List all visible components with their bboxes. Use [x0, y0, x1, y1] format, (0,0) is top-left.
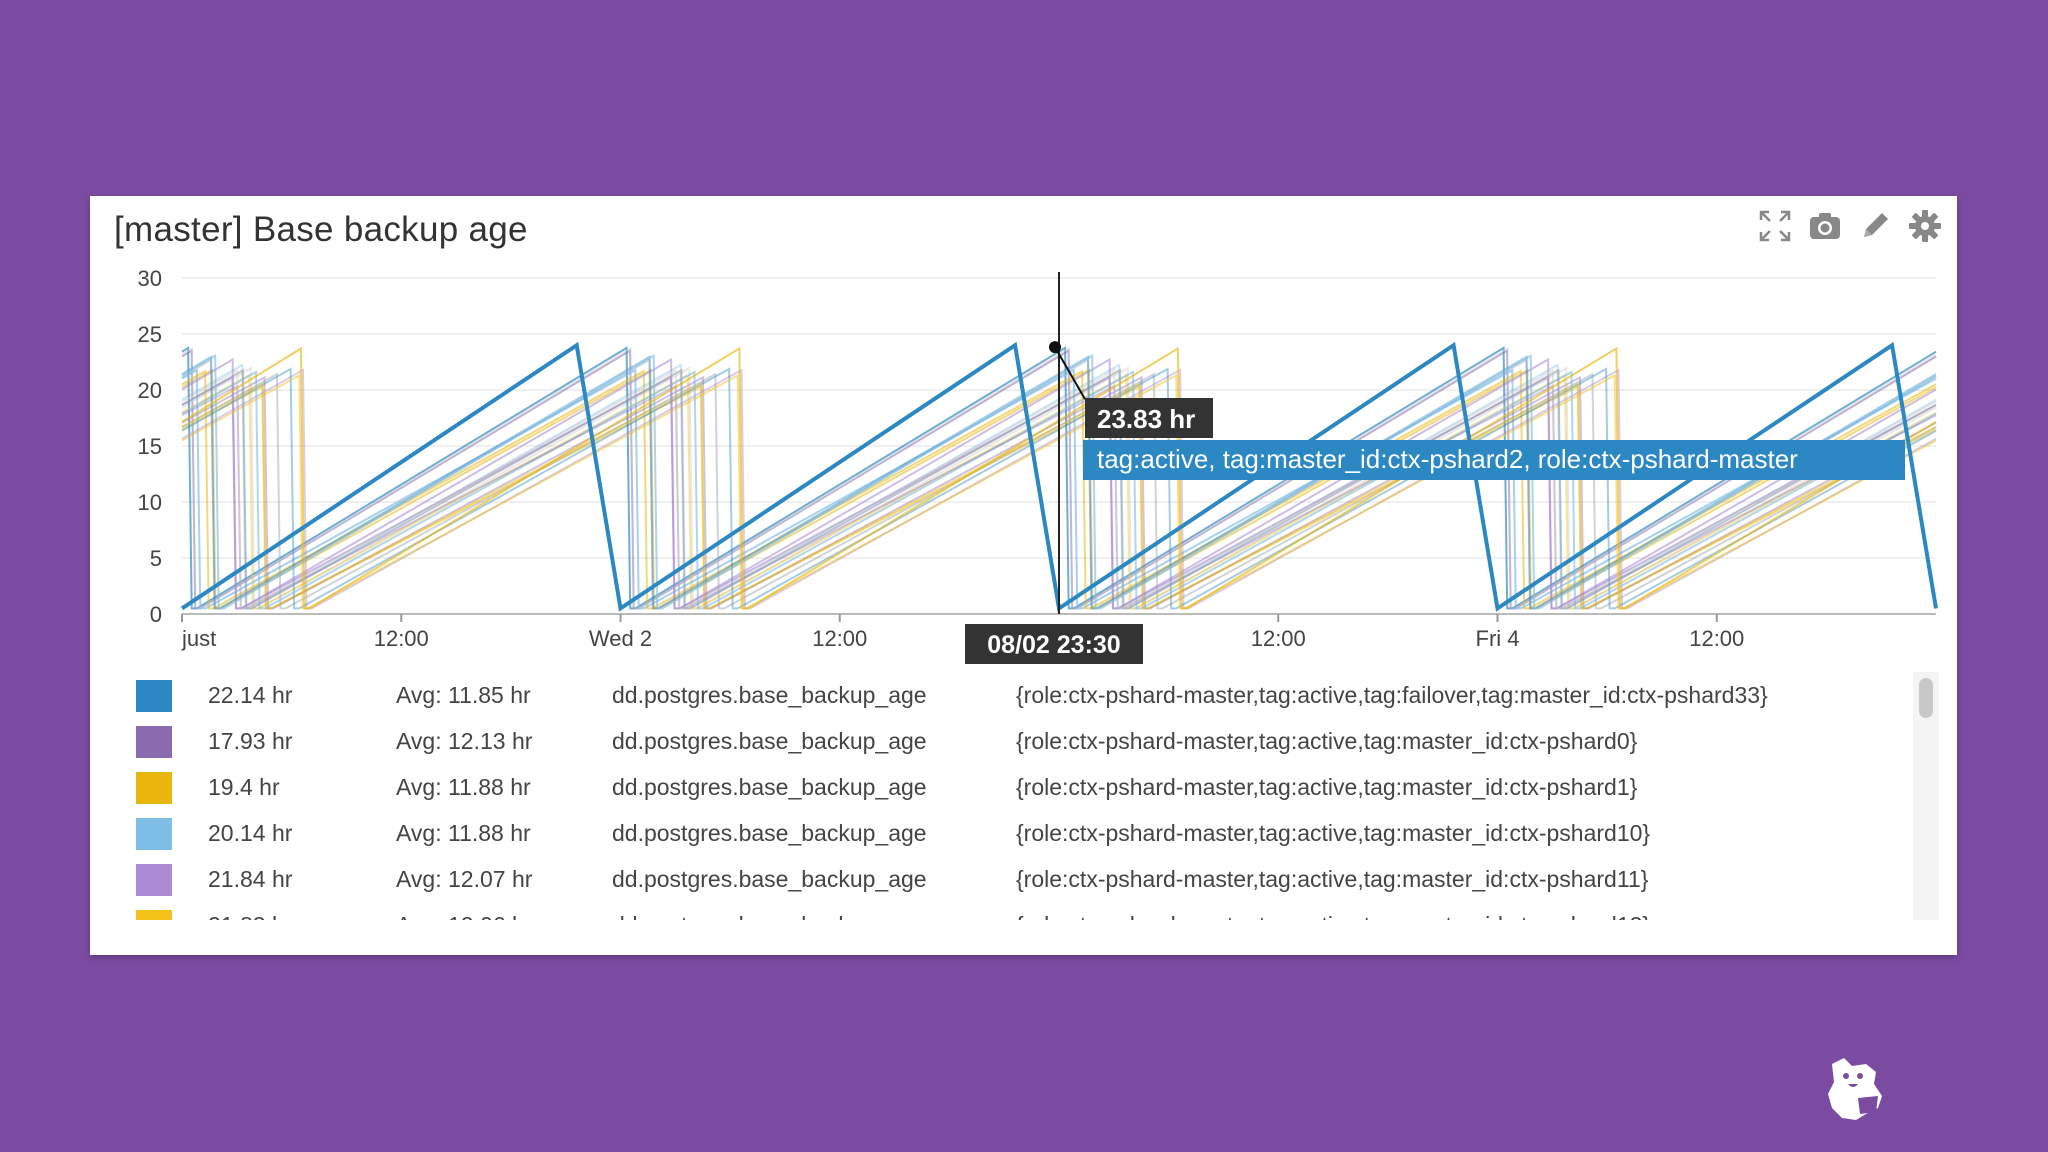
background-series-line [181, 370, 1937, 610]
legend-avg: Avg: 11.88 hr [396, 820, 531, 846]
background-series-line [181, 369, 1937, 610]
legend-value: 22.14 hr [208, 682, 293, 708]
legend-tags: {role:ctx-pshard-master,tag:active,tag:f… [1016, 682, 1768, 708]
legend-tags: {role:ctx-pshard-master,tag:active,tag:m… [1016, 728, 1638, 754]
legend-row[interactable]: 21.84 hr Avg: 12.07 hr dd.postgres.base_ba… [130, 856, 1910, 902]
fullscreen-icon [1759, 210, 1791, 242]
gear-icon [1909, 210, 1941, 242]
line-chart[interactable]: 30 25 20 15 10 5 0 just 12:00 Wed 2 12:00 12:00 Fri … [90, 196, 1957, 676]
tooltip-value: 23.83 hr [1097, 404, 1195, 434]
camera-icon [1810, 213, 1840, 239]
legend-value: 20.14 hr [208, 820, 293, 846]
legend-avg: Avg: 11.85 hr [396, 682, 531, 708]
legend-metric-name: dd.postgres.base_backup_age [612, 682, 927, 708]
y-tick-label: 5 [150, 546, 162, 571]
settings-button[interactable] [1907, 208, 1943, 244]
legend-color-swatch [136, 680, 172, 712]
legend-row[interactable]: 22.14 hr Avg: 11.85 hr dd.postgres.base_ba… [130, 672, 1910, 718]
legend-avg: Avg: 11.88 hr [396, 774, 531, 800]
y-tick-label: 25 [138, 322, 162, 347]
background-series-line [181, 372, 1937, 610]
legend-avg: Avg: 12.07 hr [396, 866, 533, 892]
x-tick-label: Wed 2 [589, 626, 652, 651]
y-tick-label: 10 [138, 490, 162, 515]
x-tick-label: 12:00 [374, 626, 429, 651]
background-series-line [181, 375, 1937, 610]
legend-metric-name: dd.postgres.base_backup_age [612, 774, 927, 800]
legend-tags: {role:ctx-pshard-master,tag:active,tag:m… [1016, 902, 1650, 920]
legend-metric-name: dd.postgres.base_backup_age [612, 902, 927, 920]
background-series-line [181, 366, 1937, 610]
legend-color-swatch [136, 772, 172, 804]
x-tick-label: 12:00 [812, 626, 867, 651]
legend-row[interactable]: 21.83 hr Avg: 12.06 hr dd.postgres.base_ba… [130, 902, 1910, 920]
x-tick-label: Fri 4 [1476, 626, 1520, 651]
legend-row[interactable]: 17.93 hr Avg: 12.13 hr dd.postgres.base_ba… [130, 718, 1910, 764]
crosshair-x-label-box [965, 624, 1143, 664]
legend-metric-name: dd.postgres.base_backup_age [612, 820, 927, 846]
legend-metric-name: dd.postgres.base_backup_age [612, 866, 927, 892]
background-series-line [181, 346, 1937, 610]
timeseries-widget: [master] Base backup age [90, 196, 1957, 955]
background-series-line [181, 346, 1937, 610]
legend-color-swatch [136, 818, 172, 850]
legend-value: 21.84 hr [208, 866, 293, 892]
legend-color-swatch [136, 910, 172, 920]
x-tick-label: just [181, 626, 216, 651]
y-tick-label: 0 [150, 602, 162, 627]
legend-value: 21.83 hr [208, 902, 292, 920]
snapshot-button[interactable] [1807, 208, 1843, 244]
widget-toolbar [1757, 208, 1943, 244]
legend-tags: {role:ctx-pshard-master,tag:active,tag:m… [1016, 820, 1651, 846]
legend-row[interactable]: 20.14 hr Avg: 11.88 hr dd.postgres.base_ba… [130, 810, 1910, 856]
legend-table: 22.14 hr Avg: 11.85 hr dd.postgres.base_ba… [130, 672, 1910, 920]
background-series-line [181, 354, 1937, 610]
x-tick-label: 12:00 [1251, 626, 1306, 651]
fullscreen-button[interactable] [1757, 208, 1793, 244]
legend-avg: Avg: 12.13 hr [396, 728, 533, 754]
legend-tags: {role:ctx-pshard-master,tag:active,tag:m… [1016, 866, 1649, 892]
legend-metric-name: dd.postgres.base_backup_age [612, 728, 927, 754]
background-series-group [181, 346, 1937, 610]
legend-value: 19.4 hr [208, 774, 280, 800]
y-tick-label: 15 [138, 434, 162, 459]
legend-row[interactable]: 19.4 hr Avg: 11.88 hr dd.postgres.base_bac… [130, 764, 1910, 810]
legend-avg: Avg: 12.06 hr [396, 902, 532, 920]
scrollbar-thumb[interactable] [1919, 678, 1933, 718]
tooltip-tags-box [1083, 440, 1905, 480]
edit-button[interactable] [1857, 208, 1893, 244]
crosshair-x-label: 08/02 23:30 [987, 631, 1120, 659]
y-tick-label: 30 [138, 266, 162, 291]
datadog-logo [1828, 1058, 1882, 1120]
background-series-line [181, 357, 1937, 610]
legend-color-swatch [136, 864, 172, 896]
background-series-line [181, 382, 1937, 610]
legend-value: 17.93 hr [208, 728, 293, 754]
y-tick-label: 20 [138, 378, 162, 403]
legend-tags: {role:ctx-pshard-master,tag:active,tag:m… [1016, 774, 1638, 800]
widget-title: [master] Base backup age [114, 210, 528, 249]
background-series-line [181, 346, 1937, 610]
tooltip-value-box [1085, 398, 1213, 438]
pencil-icon [1864, 213, 1888, 237]
background-series-line [181, 368, 1937, 610]
tooltip-pointer [1054, 346, 1086, 400]
background-series-line [181, 368, 1937, 610]
background-series-line [181, 353, 1937, 610]
background-series-line [181, 368, 1937, 610]
background-series-line [181, 384, 1937, 610]
tooltip-tags: tag:active, tag:master_id:ctx-pshard2, r… [1097, 444, 1798, 474]
x-tick-label: 12:00 [1689, 626, 1744, 651]
legend-color-swatch [136, 726, 172, 758]
legend-scrollbar[interactable] [1913, 672, 1939, 920]
